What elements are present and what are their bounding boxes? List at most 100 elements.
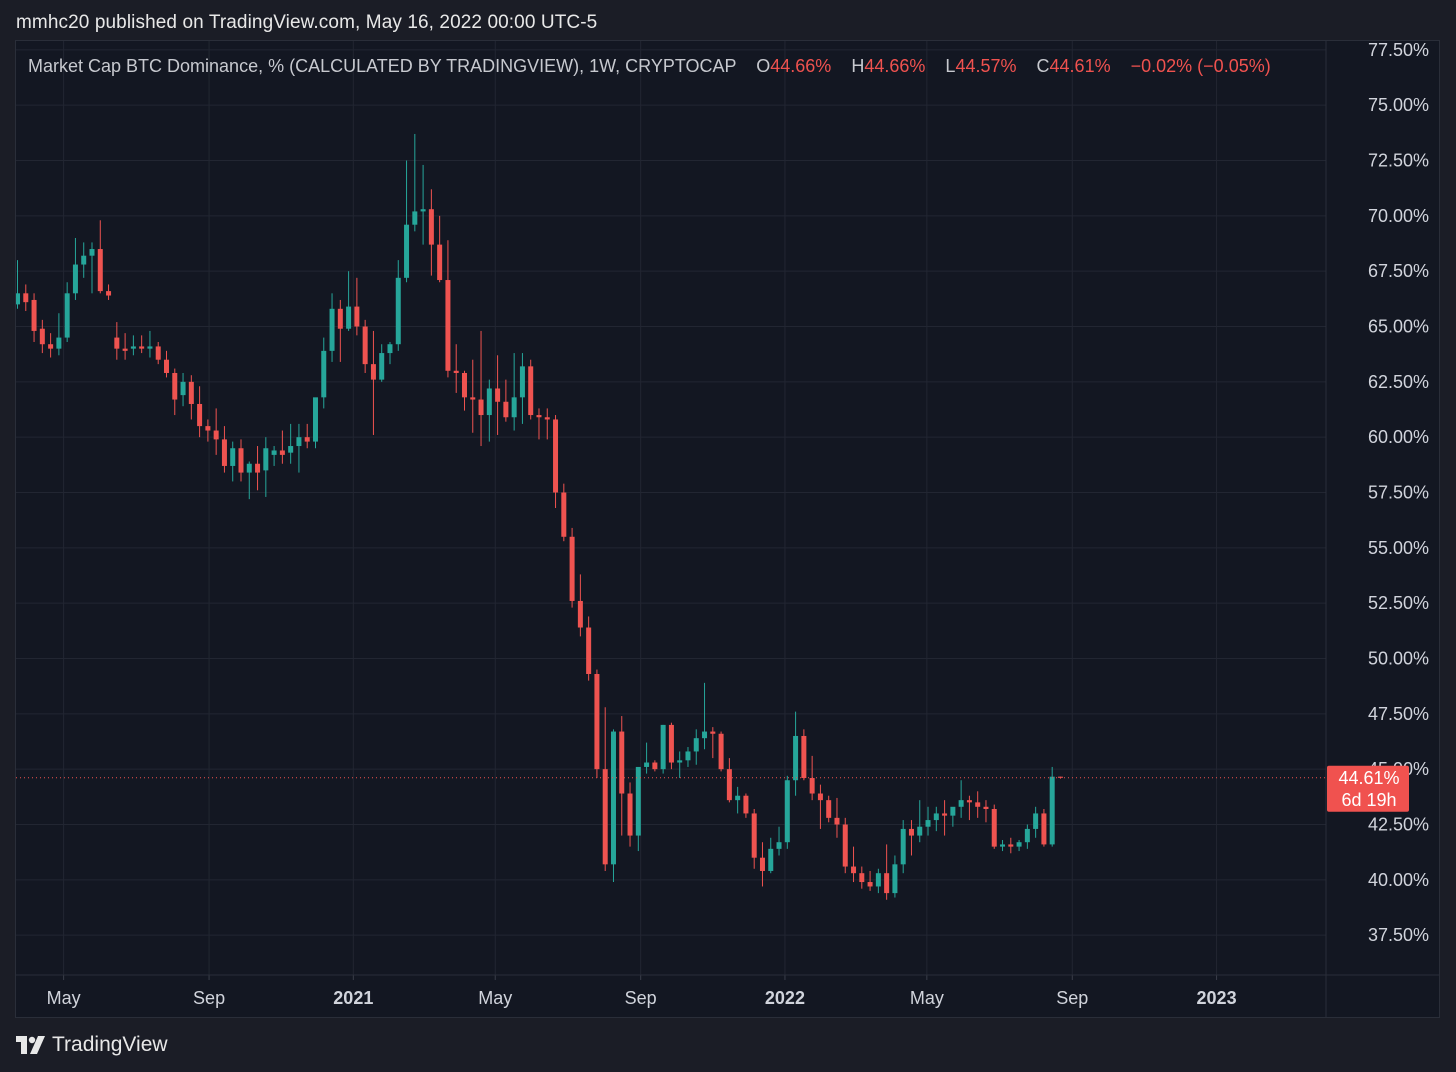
candle-body <box>801 735 807 779</box>
x-tick-label: Sep <box>193 988 225 1008</box>
candle-body <box>859 873 865 883</box>
candle-body <box>702 731 708 739</box>
candle-body <box>16 293 20 305</box>
candle <box>735 786 741 814</box>
candle <box>826 795 832 823</box>
x-tick-label: 2023 <box>1197 988 1237 1008</box>
candle <box>180 372 186 407</box>
candle-body <box>387 344 393 354</box>
candle <box>155 342 161 365</box>
candle <box>569 527 575 608</box>
candle-body <box>627 793 633 836</box>
candle-body <box>304 437 310 442</box>
candle <box>544 408 550 440</box>
candle <box>950 806 956 827</box>
candle <box>122 333 128 360</box>
candle <box>81 242 87 278</box>
candle-body <box>635 766 641 836</box>
candle-body <box>726 769 732 801</box>
y-tick-label: 72.50% <box>1368 151 1429 171</box>
candle-body <box>784 780 790 843</box>
candle-body <box>205 426 211 431</box>
candle-body <box>139 346 145 349</box>
candle-body <box>379 353 385 380</box>
candle-body <box>461 372 467 398</box>
candle-body <box>221 439 227 466</box>
candle <box>975 791 981 818</box>
candle-body <box>155 346 161 360</box>
y-tick-label: 50.00% <box>1368 649 1429 669</box>
candle <box>453 344 459 393</box>
candle <box>743 793 749 818</box>
candle <box>776 826 782 856</box>
tradingview-logo-icon <box>16 1036 45 1054</box>
candle <box>130 335 136 356</box>
legend-low-label: L <box>945 56 956 76</box>
candle-body <box>23 293 29 303</box>
candle-body <box>710 731 716 734</box>
candle-body <box>900 828 906 865</box>
candle-body <box>72 264 78 294</box>
candle <box>1008 837 1014 854</box>
footer-brand-text: TradingView <box>52 1033 168 1056</box>
candle-body <box>39 328 45 345</box>
candle-body <box>412 211 418 225</box>
y-tick-label: 37.50% <box>1368 925 1429 945</box>
x-tick-label: Sep <box>625 988 657 1008</box>
candle-body <box>130 346 136 349</box>
candle <box>379 344 385 382</box>
footer-brand[interactable]: TradingView <box>16 1033 168 1057</box>
candle <box>801 729 807 781</box>
candle-body <box>809 778 815 794</box>
chart-area[interactable]: 37.50%40.00%42.50%45.00%47.50%50.00%52.5… <box>15 40 1440 1018</box>
candle-body <box>97 249 103 292</box>
candle <box>263 437 269 497</box>
candle <box>486 379 492 442</box>
candle-body <box>321 350 327 398</box>
candle-body <box>933 813 939 821</box>
candle <box>983 800 989 823</box>
candle-body <box>453 370 459 373</box>
candle <box>942 800 948 836</box>
candle <box>238 439 244 482</box>
candle-body <box>1008 844 1014 847</box>
candle <box>39 319 45 354</box>
axes: 37.50%40.00%42.50%45.00%47.50%50.00%52.5… <box>16 41 1439 1017</box>
candle <box>900 820 906 874</box>
legend-high-value: 44.66% <box>864 56 926 76</box>
candle <box>693 729 699 765</box>
candle <box>892 855 898 898</box>
price-tag-value: 44.61% <box>1338 768 1399 788</box>
candle-body <box>238 448 244 473</box>
candle-body <box>180 381 186 396</box>
grid-lines <box>16 41 1326 975</box>
candle-body <box>1024 828 1030 843</box>
candle <box>172 368 178 416</box>
x-tick-label: 2021 <box>333 988 373 1008</box>
candle <box>668 722 674 770</box>
candle <box>404 160 410 283</box>
y-tick-label: 40.00% <box>1368 870 1429 890</box>
candle <box>288 423 294 464</box>
candle <box>362 319 368 373</box>
candle-body <box>519 366 525 398</box>
candle <box>16 260 20 309</box>
candle-body <box>644 762 650 767</box>
candle-body <box>942 813 948 816</box>
candle-body <box>677 760 683 763</box>
candle-body <box>586 627 592 674</box>
candle-body <box>652 762 658 770</box>
candle <box>528 359 534 420</box>
candle <box>56 313 62 356</box>
candle-body <box>983 806 989 810</box>
candle <box>553 415 559 508</box>
candle <box>470 359 476 433</box>
y-tick-label: 47.50% <box>1368 704 1429 724</box>
candle <box>97 220 103 294</box>
chart-canvas[interactable]: 37.50%40.00%42.50%45.00%47.50%50.00%52.5… <box>16 41 1439 1017</box>
legend-high-label: H <box>851 56 865 76</box>
candle-body <box>395 277 401 345</box>
candle-body <box>1016 842 1022 847</box>
candle-body <box>718 733 724 770</box>
candle <box>387 342 393 365</box>
